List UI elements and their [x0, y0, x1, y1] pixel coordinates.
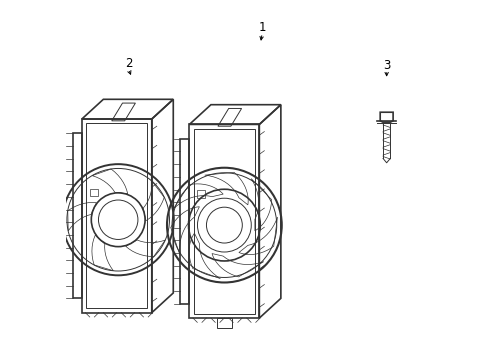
Text: 1: 1	[258, 21, 266, 34]
Text: 2: 2	[124, 57, 132, 70]
Text: 3: 3	[383, 59, 391, 72]
